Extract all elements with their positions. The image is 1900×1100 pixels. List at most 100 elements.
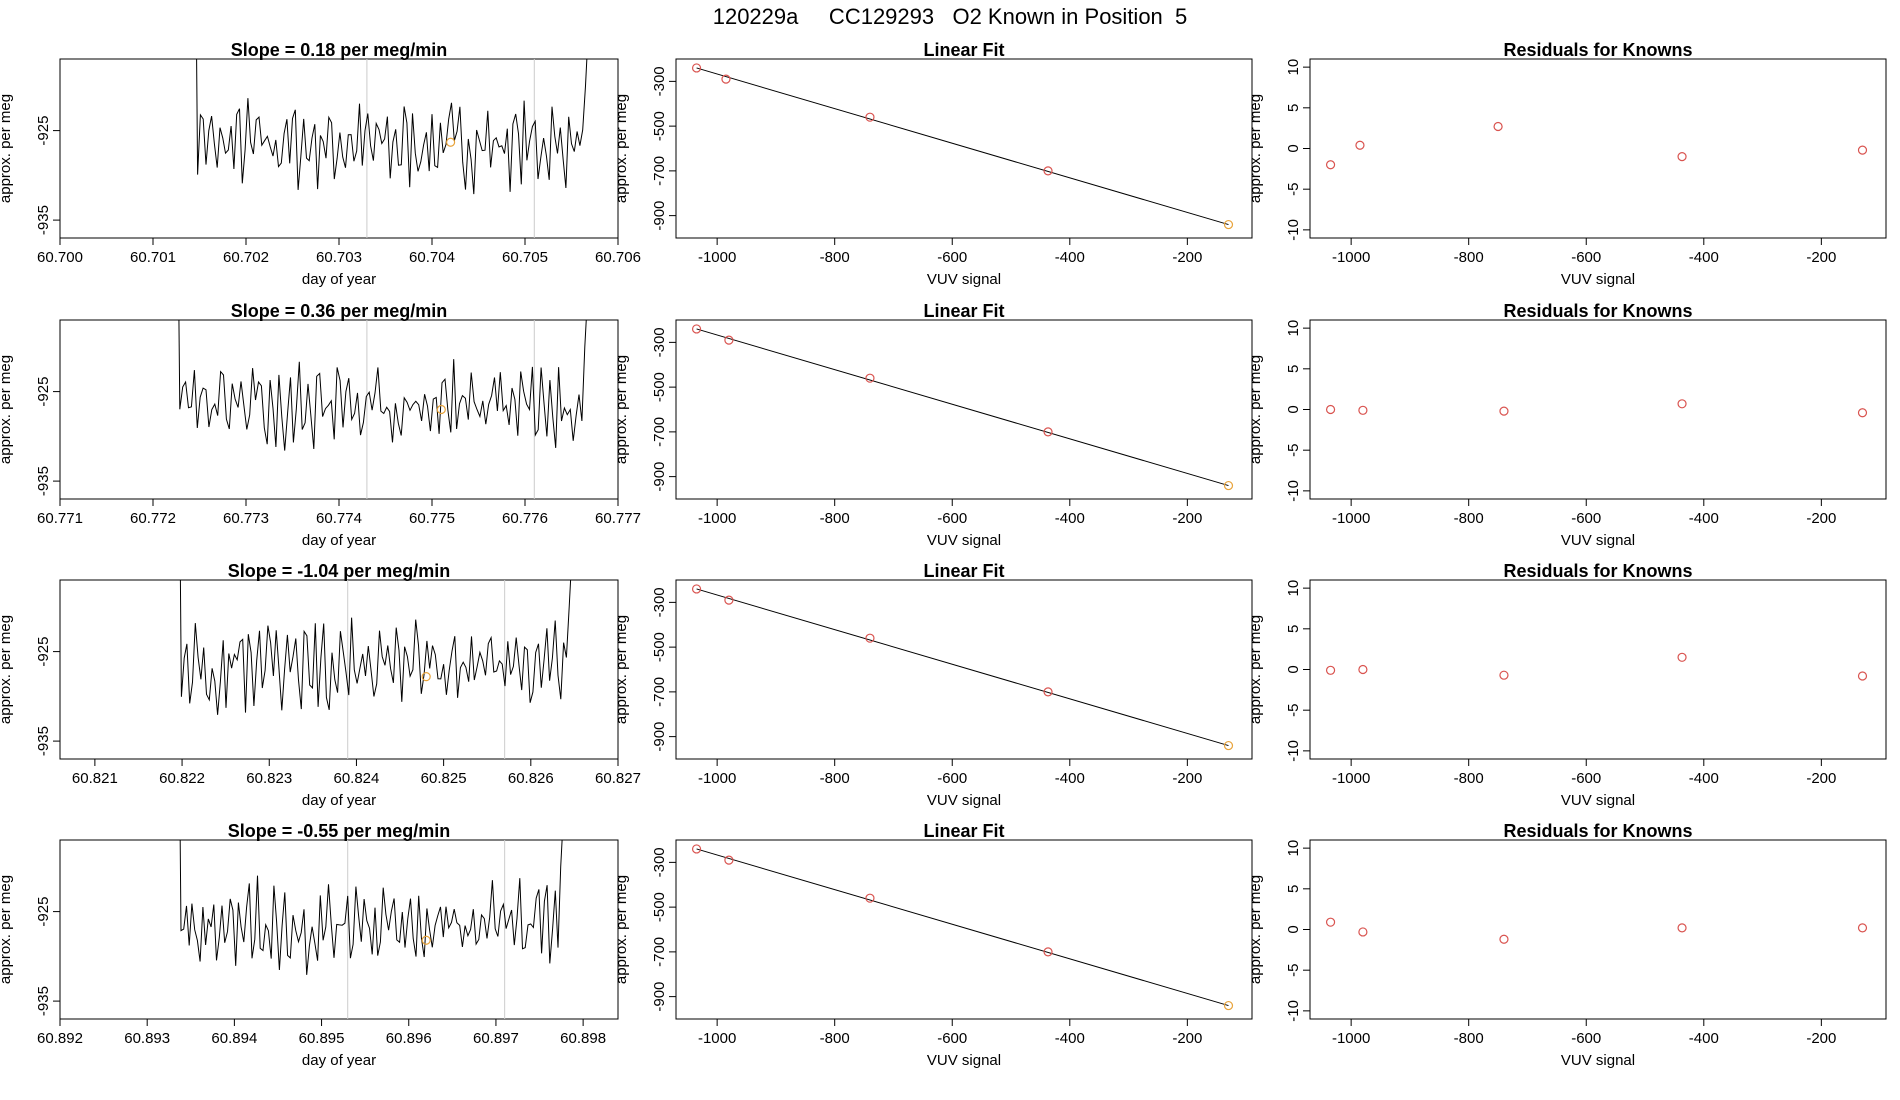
x-tick-label: -400 <box>1055 1030 1085 1047</box>
x-tick-label: 60.826 <box>508 770 554 787</box>
x-axis-label: day of year <box>302 1052 376 1069</box>
y-tick-label: -10 <box>1285 480 1302 502</box>
x-tick-label: -200 <box>1172 770 1202 787</box>
marker-point <box>421 935 431 945</box>
x-tick-label: -200 <box>1172 1030 1202 1047</box>
data-point <box>865 893 875 903</box>
x-tick-label: 60.703 <box>316 249 362 266</box>
x-tick-label: 60.824 <box>333 770 379 787</box>
x-tick-label: 60.821 <box>72 770 118 787</box>
x-tick-label: -800 <box>820 770 850 787</box>
series-line <box>164 580 572 715</box>
x-tick-label: -1000 <box>1332 510 1370 527</box>
x-tick-label: -1000 <box>698 510 736 527</box>
x-axis-label: VUV signal <box>1561 1052 1635 1069</box>
y-axis-label: approx. per meg <box>613 94 630 203</box>
panel-3-1: Linear Fit VUV signal approx. per meg -1000… <box>613 821 1253 1069</box>
x-tick-label: -800 <box>1454 249 1484 266</box>
panel-2-2: Residuals for Knowns VUV signal approx. pe… <box>1247 561 1887 809</box>
y-tick-label: -900 <box>651 722 668 752</box>
data-point <box>1223 480 1234 491</box>
data-point <box>1358 405 1368 415</box>
y-axis-label: approx. per meg <box>613 355 630 464</box>
data-point <box>865 633 875 643</box>
y-axis-label: approx. per meg <box>613 615 630 724</box>
plot-frame <box>1309 58 1887 239</box>
x-tick-label: -1000 <box>698 770 736 787</box>
panel-title: Linear Fit <box>923 561 1004 581</box>
data-point <box>1355 140 1365 150</box>
x-tick-label: -800 <box>820 249 850 266</box>
x-tick-label: -200 <box>1806 1030 1836 1047</box>
panel-0-2: Residuals for Knowns VUV signal approx. pe… <box>1247 40 1887 288</box>
y-tick-label: -935 <box>35 986 52 1016</box>
y-tick-label: -10 <box>1285 219 1302 241</box>
x-tick-label: 60.893 <box>124 1030 170 1047</box>
data-point <box>1493 121 1503 132</box>
data-point <box>1677 152 1687 162</box>
data-point <box>1043 166 1053 176</box>
x-tick-label: -1000 <box>1332 1030 1370 1047</box>
x-tick-label: 60.775 <box>409 510 455 527</box>
marker-point <box>446 137 456 147</box>
x-tick-label: -200 <box>1806 249 1836 266</box>
x-tick-label: -1000 <box>1332 770 1370 787</box>
x-tick-label: 60.705 <box>502 249 548 266</box>
panel-title: Slope = -0.55 per meg/min <box>228 821 451 841</box>
data-point <box>691 324 702 334</box>
panel-title: Slope = 0.36 per meg/min <box>231 301 448 321</box>
data-point <box>724 335 734 345</box>
plot-frame <box>1309 579 1887 760</box>
fit-line <box>696 328 1229 487</box>
x-tick-label: -800 <box>1454 510 1484 527</box>
y-axis-label: approx. per meg <box>613 875 630 984</box>
x-axis-label: VUV signal <box>927 792 1001 809</box>
x-tick-label: -800 <box>1454 770 1484 787</box>
data-point <box>721 74 731 84</box>
panel-title: Residuals for Knowns <box>1503 821 1692 841</box>
y-tick-label: -5 <box>1285 964 1302 977</box>
data-point <box>1499 670 1509 680</box>
data-point <box>1223 740 1234 751</box>
plot-frame <box>675 839 1253 1020</box>
panel-title: Residuals for Knowns <box>1503 40 1692 60</box>
data-point <box>1325 160 1336 170</box>
y-tick-label: -935 <box>35 205 52 235</box>
x-tick-label: 60.823 <box>246 770 292 787</box>
data-point <box>1677 923 1687 933</box>
x-tick-label: -400 <box>1055 770 1085 787</box>
panel-title: Linear Fit <box>923 40 1004 60</box>
panel-0-1: Linear Fit VUV signal approx. per meg -1000… <box>613 40 1253 288</box>
page-title: 120229a CC129293 O2 Known in Position 5 <box>712 4 1188 29</box>
y-tick-label: -300 <box>651 66 668 96</box>
fit-line <box>696 588 1229 747</box>
y-tick-label: -700 <box>651 156 668 186</box>
x-axis-label: VUV signal <box>1561 532 1635 549</box>
y-tick-label: -925 <box>35 116 52 146</box>
x-tick-label: 60.706 <box>595 249 641 266</box>
panel-1-0: Slope = 0.36 per meg/min day of year appro… <box>0 301 641 549</box>
data-point <box>691 63 702 73</box>
y-tick-label: -935 <box>35 726 52 756</box>
y-tick-label: -925 <box>35 377 52 407</box>
x-tick-label: 60.701 <box>130 249 176 266</box>
y-tick-label: -500 <box>651 111 668 141</box>
x-tick-label: -200 <box>1806 510 1836 527</box>
data-point <box>1358 664 1368 675</box>
y-tick-label: -500 <box>651 372 668 402</box>
plot-frame <box>59 579 619 760</box>
panel-1-1: Linear Fit VUV signal approx. per meg -1000… <box>613 301 1253 549</box>
data-point <box>1223 219 1234 230</box>
panel-2-0: Slope = -1.04 per meg/min day of year appr… <box>0 561 641 809</box>
y-axis-label: approx. per meg <box>1247 615 1264 724</box>
x-tick-label: 60.898 <box>560 1030 606 1047</box>
data-point <box>724 855 734 865</box>
panel-0-0: Slope = 0.18 per meg/min day of year appro… <box>0 40 641 288</box>
x-tick-label: -600 <box>937 249 967 266</box>
x-tick-label: 60.825 <box>421 770 467 787</box>
data-point <box>724 595 734 605</box>
x-tick-label: -600 <box>1571 770 1601 787</box>
x-tick-label: 60.896 <box>386 1030 432 1047</box>
y-tick-label: -5 <box>1285 183 1302 196</box>
data-point <box>1325 917 1336 927</box>
